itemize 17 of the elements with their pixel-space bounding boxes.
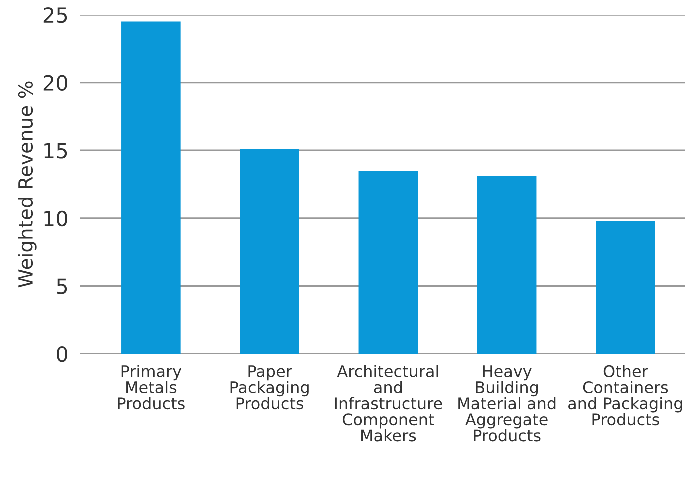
- x-tick-label: Primary Metals Products: [118, 365, 185, 410]
- y-tick-label: 25: [44, 7, 68, 24]
- bar: [596, 221, 656, 354]
- bar: [477, 176, 537, 354]
- x-tick-label: Paper Packaging Products: [230, 366, 309, 410]
- x-tick-label: Architectural and Infrastructure Component Makers: [335, 365, 442, 442]
- y-tick-label: 20: [44, 75, 68, 92]
- bar: [122, 22, 181, 354]
- x-tick-label: Other Containers and Packaging Products: [568, 365, 682, 426]
- y-tick-label: 5: [57, 278, 68, 294]
- y-tick-label: 15: [44, 143, 68, 159]
- y-axis-title: Weighted Revenue %: [18, 82, 37, 288]
- bar: [358, 170, 418, 354]
- y-tick-label: 10: [44, 210, 68, 227]
- bar: [240, 149, 300, 354]
- x-tick-label: Heavy Building Material and Aggregate Products: [458, 366, 556, 442]
- y-tick-label: 0: [57, 346, 68, 362]
